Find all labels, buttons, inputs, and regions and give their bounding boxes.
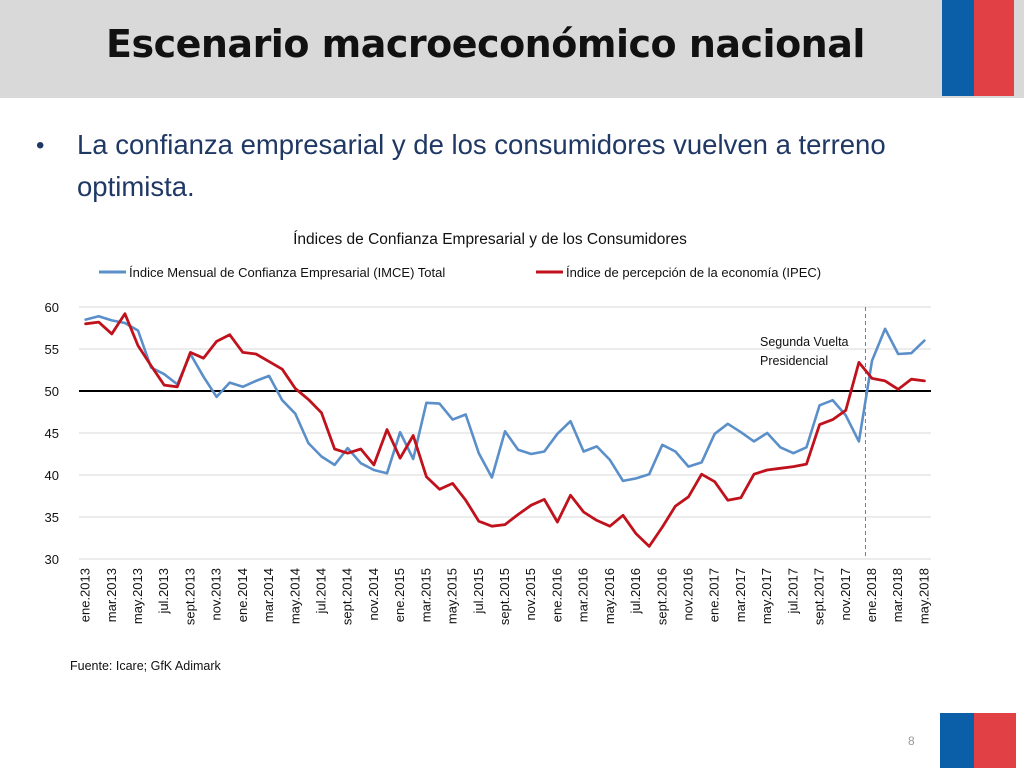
y-tick-label: 40 [45,468,59,483]
y-tick-label: 60 [45,300,59,315]
x-tick-label: jul.2016 [628,568,643,615]
x-tick-label: jul.2013 [156,568,171,615]
annotation-label: Presidencial [760,354,828,368]
x-tick-label: sept.2013 [182,568,197,625]
y-tick-label: 55 [45,342,59,357]
y-tick-label: 35 [45,510,59,525]
x-tick-label: jul.2017 [785,568,800,615]
flag-logo-top [942,0,1014,96]
x-tick-label: may.2017 [759,568,774,624]
x-tick-label: mar.2015 [418,568,433,622]
flag-blue-stripe [942,0,974,96]
legend-label-1: Índice Mensual de Confianza Empresarial … [129,265,445,280]
x-tick-label: mar.2016 [576,568,591,622]
x-tick-label: ene.2017 [707,568,722,622]
x-tick-label: may.2018 [916,568,931,624]
y-tick-label: 45 [45,426,59,441]
line-chart: Índices de Confianza Empresarial y de lo… [45,231,932,625]
legend-label-2: Índice de percepción de la economía (IPE… [566,265,821,280]
x-tick-label: nov.2017 [838,568,853,621]
x-tick-label: mar.2017 [733,568,748,622]
x-tick-label: nov.2014 [366,568,381,621]
series-line-ipec [84,312,926,548]
x-tick-label: sept.2014 [340,568,355,625]
annotation-label: Segunda Vuelta [760,335,849,349]
x-tick-label: nov.2015 [523,568,538,621]
slide-title: Escenario macroeconómico nacional [106,22,865,66]
x-tick-label: ene.2013 [78,568,93,622]
x-tick-label: ene.2016 [549,568,564,622]
title-bar [0,0,1024,98]
x-tick-label: ene.2018 [864,568,879,622]
x-tick-label: ene.2015 [392,568,407,622]
chart-title: Índices de Confianza Empresarial y de lo… [293,231,687,248]
y-tick-label: 50 [45,384,59,399]
x-tick-label: nov.2013 [209,568,224,621]
page-number: 8 [908,734,915,748]
x-tick-label: ene.2014 [235,568,250,622]
x-tick-label: jul.2015 [471,568,486,615]
x-tick-label: mar.2013 [104,568,119,622]
source-note: Fuente: Icare; GfK Adimark [70,659,221,673]
flag-blue-stripe [940,713,974,768]
x-tick-label: may.2013 [130,568,145,624]
x-tick-label: may.2016 [602,568,617,624]
flag-logo-bottom [940,713,1016,768]
x-tick-label: nov.2016 [681,568,696,621]
y-tick-label: 30 [45,552,59,567]
x-tick-label: sept.2017 [812,568,827,625]
flag-red-stripe [974,0,1014,96]
bullet-icon: • [36,132,45,159]
x-tick-label: may.2014 [287,568,302,624]
x-tick-label: may.2015 [445,568,460,624]
x-tick-label: sept.2015 [497,568,512,625]
bullet-text: La confianza empresarial y de los consum… [77,129,886,202]
x-tick-label: sept.2016 [654,568,669,625]
x-tick-label: jul.2014 [313,568,328,615]
series-line-imce [84,314,926,483]
x-tick-label: mar.2014 [261,568,276,622]
flag-red-stripe [974,713,1016,768]
x-tick-label: mar.2018 [890,568,905,622]
